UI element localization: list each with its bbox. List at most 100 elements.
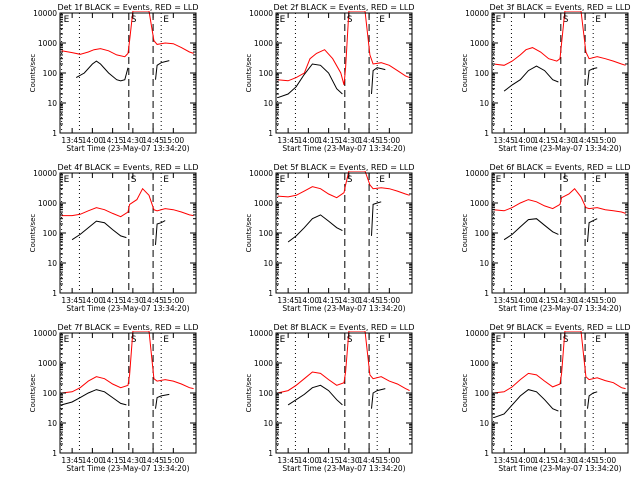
lld-rate-line	[277, 11, 410, 86]
x-tick-label: 14:00	[298, 456, 320, 465]
series-group	[493, 11, 626, 92]
event-rate-line	[287, 214, 343, 243]
event-marker-label: E	[496, 15, 502, 25]
event-marker-label: E	[163, 335, 169, 345]
series-group	[493, 331, 626, 419]
event-rate-line	[61, 389, 127, 406]
y-axis-label: Counts/sec	[245, 374, 253, 413]
y-axis-label: Counts/sec	[245, 214, 253, 253]
event-rate-line	[287, 384, 343, 406]
event-marker-label: S	[131, 335, 137, 345]
y-tick-label: 10000	[33, 169, 57, 178]
event-marker-label: E	[595, 175, 601, 185]
event-rate-line	[277, 63, 343, 99]
x-tick-label: 14:00	[82, 456, 104, 465]
panel-title: Det 7f BLACK = Events, RED = LLD	[57, 323, 198, 332]
lld-rate-line	[493, 331, 626, 394]
x-tick-label: 14:15	[102, 136, 124, 145]
x-axis-label: Start Time (23-May-07 13:34:20)	[498, 304, 621, 313]
y-tick-label: 10	[47, 419, 57, 428]
y-tick-label: 1	[484, 289, 489, 298]
x-tick-label: 15:00	[595, 296, 617, 305]
lld-rate-line	[61, 331, 194, 394]
panel-title: Det 4f BLACK = Events, RED = LLD	[57, 163, 198, 172]
x-tick-label: 14:00	[514, 136, 536, 145]
x-tick-label: 14:30	[122, 456, 144, 465]
y-axis-label: Counts/sec	[29, 214, 37, 253]
x-axis-label: Start Time (23-May-07 13:34:20)	[66, 464, 189, 473]
panel-title: Det 1f BLACK = Events, RED = LLD	[57, 3, 198, 12]
plot-frame	[275, 12, 413, 134]
event-rate-line	[587, 67, 598, 85]
y-axis-label: Counts/sec	[29, 374, 37, 413]
event-rate-line	[503, 218, 559, 241]
event-marker-label: E	[64, 335, 70, 345]
y-tick-label: 10000	[465, 9, 489, 18]
x-tick-label: 14:00	[82, 296, 104, 305]
x-tick-label: 14:00	[514, 456, 536, 465]
y-tick-label: 1000	[38, 39, 57, 48]
y-tick-label: 100	[43, 69, 58, 78]
y-tick-label: 100	[43, 389, 58, 398]
event-marker-label: E	[280, 15, 286, 25]
x-tick-label: 15:00	[595, 136, 617, 145]
event-marker-label: E	[379, 175, 385, 185]
x-tick-label: 15:00	[595, 456, 617, 465]
panel-title: Det 9f BLACK = Events, RED = LLD	[489, 323, 630, 332]
y-tick-label: 100	[259, 229, 274, 238]
plot-frame	[491, 332, 629, 454]
y-tick-label: 100	[475, 69, 490, 78]
x-axis-label: Start Time (23-May-07 13:34:20)	[66, 304, 189, 313]
y-tick-label: 1000	[254, 199, 273, 208]
event-marker-label: E	[163, 15, 169, 25]
y-axis-label: Counts/sec	[461, 54, 469, 93]
y-tick-label: 10000	[249, 329, 273, 338]
y-tick-label: 1000	[254, 359, 273, 368]
y-tick-label: 1000	[470, 199, 489, 208]
x-axis-label: Start Time (23-May-07 13:34:20)	[498, 144, 621, 153]
event-rate-line	[587, 391, 598, 409]
panel-3: Det 3f BLACK = Events, RED = LLD E S E 1 10 10…	[461, 3, 631, 153]
y-tick-label: 1	[484, 449, 489, 458]
event-marker-label: E	[379, 15, 385, 25]
x-tick-label: 14:45	[142, 296, 164, 305]
event-rate-line	[503, 65, 559, 92]
event-rate-line	[587, 218, 598, 243]
panel-title: Det 2f BLACK = Events, RED = LLD	[273, 3, 414, 12]
event-marker-label: E	[163, 175, 169, 185]
panel-title: Det 6f BLACK = Events, RED = LLD	[489, 163, 630, 172]
event-marker-label: E	[496, 175, 502, 185]
y-tick-label: 10	[479, 419, 489, 428]
panel-title: Det 5f BLACK = Events, RED = LLD	[273, 163, 414, 172]
panel-9: Det 9f BLACK = Events, RED = LLD E S E 1 10 10…	[461, 323, 631, 473]
event-rate-line	[371, 201, 382, 236]
y-tick-label: 10	[479, 259, 489, 268]
lld-rate-line	[61, 11, 194, 58]
plot-frame	[59, 172, 197, 294]
x-tick-label: 14:30	[554, 456, 576, 465]
x-tick-label: 14:00	[82, 136, 104, 145]
y-tick-label: 1	[484, 129, 489, 138]
x-tick-label: 14:45	[142, 136, 164, 145]
y-tick-label: 10000	[465, 329, 489, 338]
x-tick-label: 14:00	[298, 136, 320, 145]
x-tick-label: 14:00	[298, 296, 320, 305]
panel-8: Det 8f BLACK = Events, RED = LLD E S E 1 10 10…	[245, 323, 415, 473]
x-tick-label: 14:30	[554, 296, 576, 305]
lld-rate-line	[493, 187, 626, 214]
y-tick-label: 1	[52, 449, 57, 458]
event-marker-label: S	[563, 335, 569, 345]
lld-rate-line	[493, 11, 626, 66]
x-axis-label: Start Time (23-May-07 13:34:20)	[282, 144, 405, 153]
y-axis-label: Counts/sec	[461, 374, 469, 413]
y-tick-label: 100	[475, 389, 490, 398]
y-tick-label: 1000	[38, 359, 57, 368]
x-tick-label: 14:15	[318, 136, 340, 145]
x-tick-label: 14:15	[102, 456, 124, 465]
event-marker-label: S	[131, 175, 137, 185]
event-rate-line	[71, 220, 127, 241]
x-axis-label: Start Time (23-May-07 13:34:20)	[66, 144, 189, 153]
event-rate-line	[371, 388, 386, 409]
y-tick-label: 10000	[465, 169, 489, 178]
